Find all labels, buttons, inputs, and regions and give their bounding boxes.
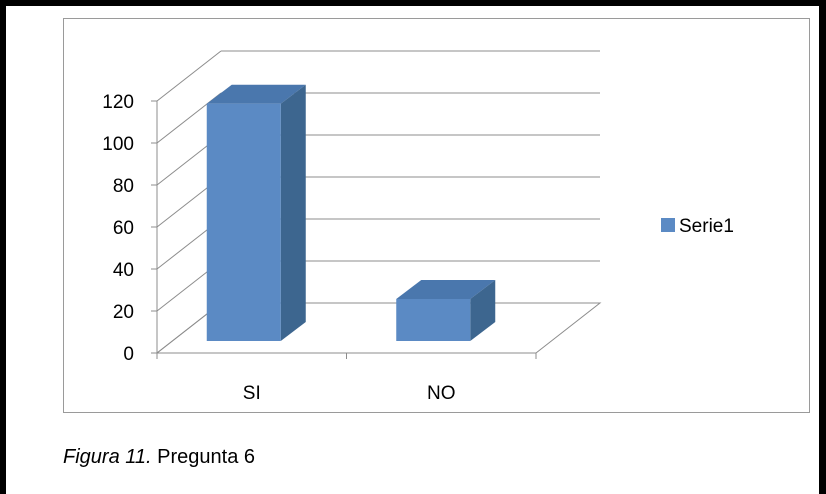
- legend-label: Serie1: [679, 216, 734, 237]
- chart-area: [63, 18, 810, 413]
- y-tick-label: 40: [113, 260, 134, 281]
- axes: [151, 100, 537, 359]
- y-tick-label: 0: [123, 344, 134, 365]
- legend: Serie1: [661, 216, 734, 237]
- figure-label: Figura 11.: [63, 446, 152, 468]
- figure-caption: Figura 11. Pregunta 6: [63, 446, 255, 469]
- x-tick-label: NO: [427, 383, 456, 404]
- caption-text: Pregunta 6: [157, 446, 255, 468]
- bar-top-si: [206, 84, 306, 104]
- y-tick-label: 20: [113, 302, 134, 323]
- bar-si: [206, 103, 281, 341]
- y-tick-label: 120: [102, 92, 134, 113]
- bar-top-no: [396, 280, 496, 299]
- bar-side-si: [280, 84, 306, 341]
- tick-labels: 0 20 40 60 80 100 120 SI NO: [102, 92, 455, 404]
- bars: [206, 84, 496, 341]
- bar-no: [396, 299, 471, 341]
- x-tick-label: SI: [243, 383, 261, 404]
- gridline-side-120: [156, 50, 222, 102]
- bar-side-no: [470, 280, 496, 341]
- y-tick-label: 80: [113, 176, 134, 197]
- legend-swatch: [661, 218, 675, 232]
- y-tick-label: 100: [102, 134, 134, 155]
- y-tick-label: 60: [113, 218, 134, 239]
